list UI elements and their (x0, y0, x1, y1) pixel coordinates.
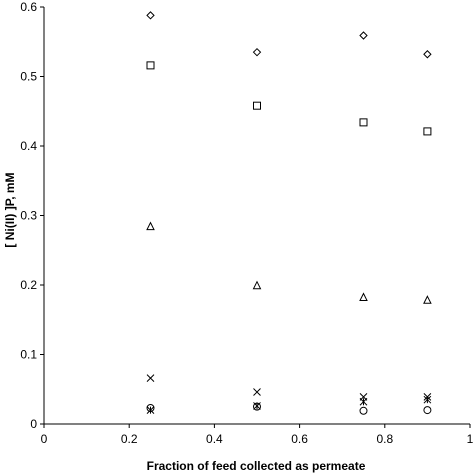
y-tick-label: 0.2 (20, 278, 37, 292)
x-axis-title: Fraction of feed collected as permeate (147, 459, 366, 473)
y-tick-label: 0.6 (20, 0, 37, 14)
x-tick-label: 0.8 (376, 432, 393, 446)
y-tick-label: 0 (30, 417, 37, 431)
square-point (359, 118, 368, 127)
circle-point (253, 402, 261, 411)
x-tick-label: 0 (41, 432, 48, 446)
x-tick-label: 0.2 (121, 432, 138, 446)
circle-point (146, 404, 155, 413)
ticks: 0 0.1 0.2 0.3 0.4 0.5 0.6 0 0.2 0.4 0.6 0.8 1 (20, 0, 473, 446)
y-tick-label: 0.5 (20, 70, 37, 84)
circle-point (423, 406, 432, 415)
star-point (423, 395, 432, 404)
x-tick-label: 0.6 (291, 432, 308, 446)
x-point (253, 388, 261, 396)
diamond-point (252, 47, 262, 57)
triangle-point (146, 221, 155, 231)
triangle-point (252, 280, 262, 290)
square-point (146, 61, 155, 70)
diamond-point (146, 11, 155, 20)
x-tick-label: 1 (467, 432, 474, 446)
diamond-point (423, 50, 432, 59)
square-point (423, 127, 432, 136)
square-point (253, 101, 261, 110)
y-axis-title: [ Ni(II) ]P, mM (3, 172, 17, 247)
y-tick-label: 0.3 (20, 209, 37, 223)
data-points (146, 11, 432, 415)
triangle-point (359, 292, 368, 302)
x-point (146, 374, 155, 382)
axes (43, 7, 470, 425)
y-tick-label: 0.4 (20, 139, 37, 153)
star-point (146, 406, 155, 414)
x-tick-label: 0.4 (206, 432, 223, 446)
star-point (359, 397, 368, 406)
diamond-point (359, 31, 368, 40)
triangle-point (423, 295, 432, 304)
y-tick-label: 0.1 (20, 348, 37, 362)
circle-point (359, 406, 368, 415)
